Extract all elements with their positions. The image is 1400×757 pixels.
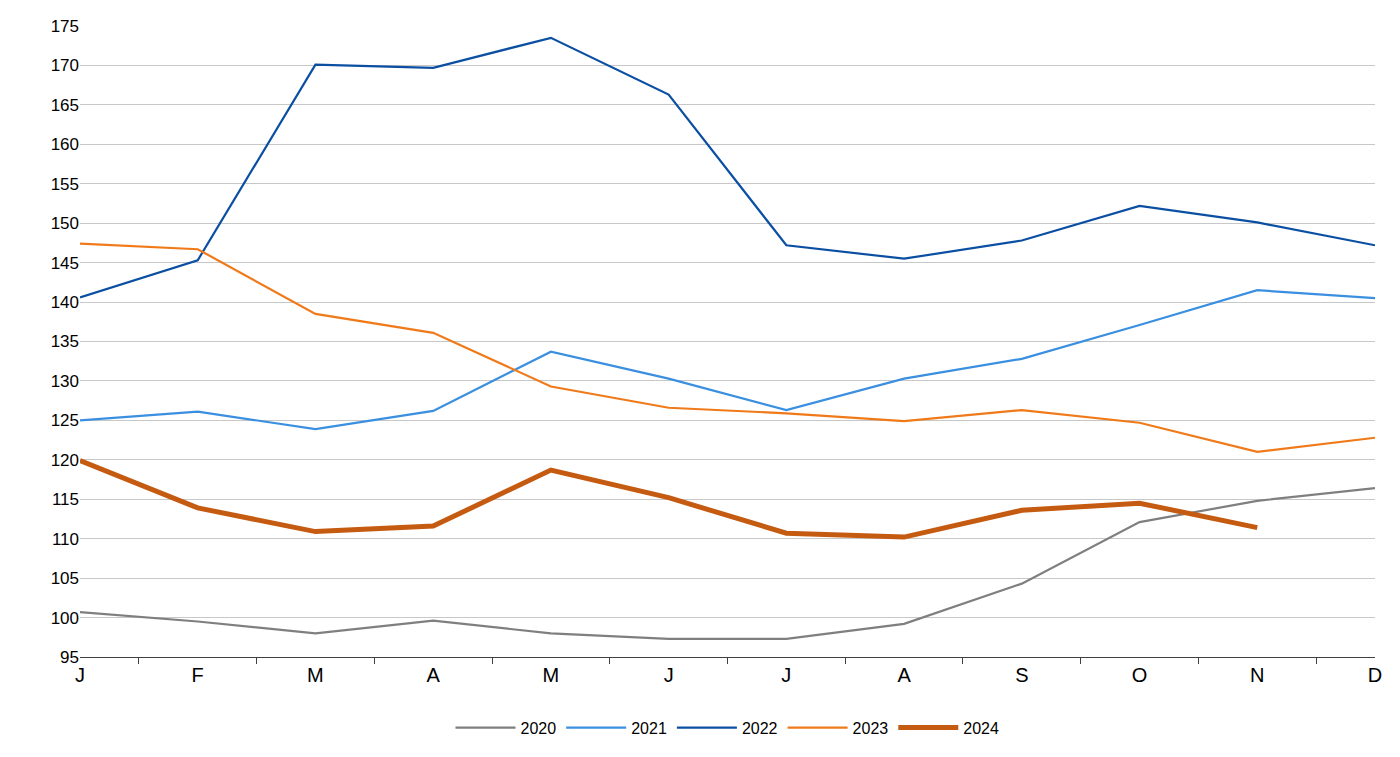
svg-text:105: 105 (51, 569, 79, 588)
svg-text:145: 145 (51, 254, 79, 273)
svg-text:A: A (427, 664, 441, 686)
svg-text:2020: 2020 (521, 720, 557, 737)
svg-text:135: 135 (51, 332, 79, 351)
svg-text:2022: 2022 (742, 720, 778, 737)
svg-text:140: 140 (51, 293, 79, 312)
svg-text:N: N (1250, 664, 1264, 686)
svg-text:175: 175 (51, 17, 79, 36)
svg-text:J: J (664, 664, 674, 686)
svg-text:O: O (1132, 664, 1148, 686)
svg-text:160: 160 (51, 135, 79, 154)
svg-text:S: S (1015, 664, 1028, 686)
svg-text:120: 120 (51, 451, 79, 470)
svg-text:F: F (192, 664, 204, 686)
svg-text:D: D (1368, 664, 1382, 686)
svg-text:A: A (897, 664, 911, 686)
svg-text:100: 100 (51, 609, 79, 628)
svg-text:170: 170 (51, 56, 79, 75)
svg-text:J: J (781, 664, 791, 686)
svg-text:115: 115 (52, 490, 79, 509)
svg-text:2024: 2024 (963, 720, 999, 737)
svg-text:J: J (75, 664, 85, 686)
svg-text:2021: 2021 (631, 720, 667, 737)
svg-text:150: 150 (51, 214, 79, 233)
svg-text:165: 165 (51, 96, 79, 115)
svg-text:M: M (543, 664, 560, 686)
svg-text:95: 95 (60, 648, 79, 667)
svg-text:130: 130 (51, 372, 79, 391)
svg-text:2023: 2023 (853, 720, 889, 737)
svg-text:125: 125 (51, 411, 79, 430)
svg-text:110: 110 (52, 530, 79, 549)
svg-text:M: M (307, 664, 324, 686)
svg-text:155: 155 (51, 175, 79, 194)
